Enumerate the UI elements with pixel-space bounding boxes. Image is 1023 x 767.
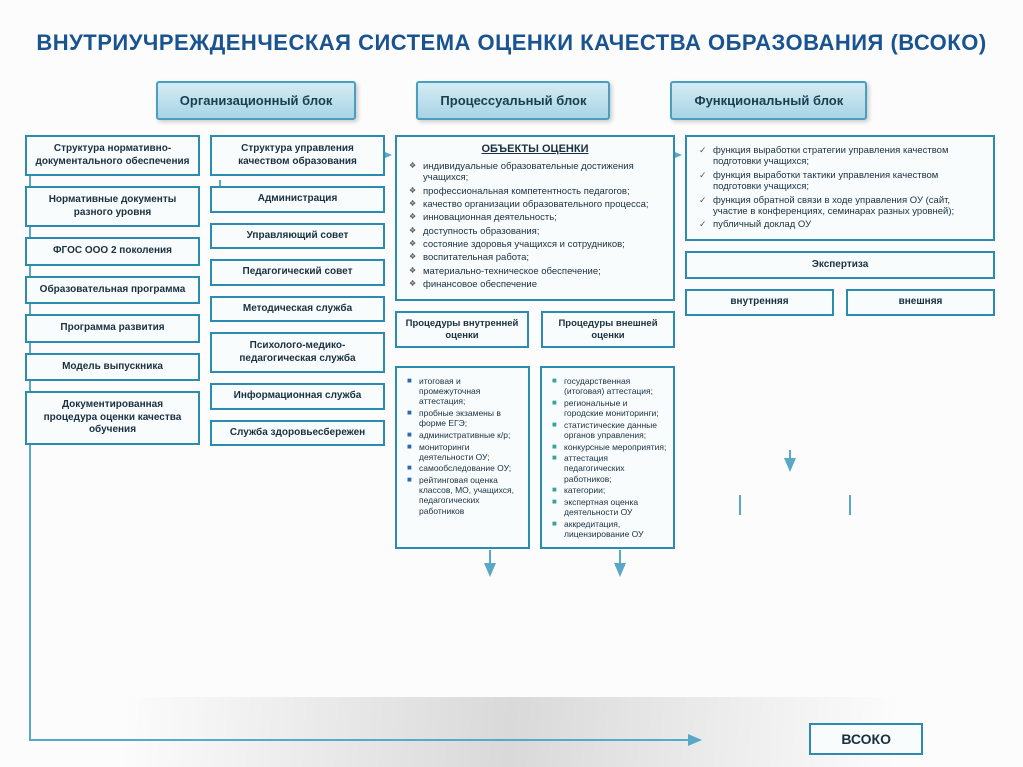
procedures-pair: Процедуры внутренней оценки Процедуры вн… <box>395 311 675 349</box>
external-item: аттестация педагогических работников; <box>552 453 667 484</box>
objects-list: индивидуальные образовательные достижени… <box>405 161 665 291</box>
vsoko-badge: ВСОКО <box>809 723 923 755</box>
function-item: функция обратной связи в ходе управления… <box>699 195 985 218</box>
object-item: инновационная деятельность; <box>409 212 665 223</box>
decorative-shadow <box>118 697 903 767</box>
function-item: функция выработки стратегии управления к… <box>699 145 985 168</box>
external-item: экспертная оценка деятельности ОУ <box>552 497 667 517</box>
box-methodical-service: Методическая служба <box>210 296 385 323</box>
box-governing-council: Управляющий совет <box>210 223 385 250</box>
main-blocks-row: Организационный блок Процессуальный блок… <box>0 81 1023 120</box>
box-external-list: государственная (итоговая) аттестация; р… <box>540 366 675 548</box>
column-2: Структура управления качеством образован… <box>210 135 385 549</box>
box-psych-med-service: Психолого-медико-педагогическая служба <box>210 332 385 373</box>
box-fgos: ФГОС ООО 2 поколения <box>25 237 200 266</box>
box-internal: внутренняя <box>685 289 834 316</box>
object-item: качество организации образовательного пр… <box>409 199 665 210</box>
column-4-5: функция выработки стратегии управления к… <box>685 135 995 549</box>
external-item: статистические данные органов управления… <box>552 420 667 440</box>
box-expertise: Экспертиза <box>685 251 995 280</box>
object-item: материально-техническое обеспечение; <box>409 266 665 277</box>
box-functions: функция выработки стратегии управления к… <box>685 135 995 241</box>
object-item: профессиональная компетентность педагого… <box>409 186 665 197</box>
function-item: публичный доклад ОУ <box>699 219 985 230</box>
box-external: внешняя <box>846 289 995 316</box>
external-item: государственная (итоговая) аттестация; <box>552 376 667 396</box>
box-pedagogical-council: Педагогический совет <box>210 259 385 286</box>
box-health-service: Служба здоровьесбережен <box>210 420 385 447</box>
box-structure-docs: Структура нормативно-документального обе… <box>25 135 200 176</box>
block-functional: Функциональный блок <box>670 81 867 120</box>
object-item: воспитательная работа; <box>409 252 665 263</box>
external-item: конкурсные мероприятия; <box>552 442 667 452</box>
box-graduate-model: Модель выпускника <box>25 353 200 382</box>
bottom-lists-pair: итоговая и промежуточная аттестация; про… <box>395 366 675 548</box>
internal-item: пробные экзамены в форме ЕГЭ; <box>407 408 522 428</box>
object-item: финансовое обеспечение <box>409 279 665 290</box>
page-title: ВНУТРИУЧРЕЖДЕНЧЕСКАЯ СИСТЕМА ОЦЕНКИ КАЧЕ… <box>0 0 1023 71</box>
box-internal-list: итоговая и промежуточная аттестация; про… <box>395 366 530 548</box>
box-mgmt-structure: Структура управления качеством образован… <box>210 135 385 176</box>
block-procedural: Процессуальный блок <box>416 81 610 120</box>
objects-header: ОБЪЕКТЫ ОЦЕНКИ <box>405 143 665 157</box>
box-documented-procedure: Документированная процедура оценки качес… <box>25 391 200 445</box>
box-external-procedures: Процедуры внешней оценки <box>541 311 675 349</box>
external-item: категории; <box>552 485 667 495</box>
expertise-pair: внутренняя внешняя <box>685 289 995 316</box>
object-item: индивидуальные образовательные достижени… <box>409 161 665 184</box>
box-administration: Администрация <box>210 186 385 213</box>
box-info-service: Информационная служба <box>210 383 385 410</box>
columns-container: Структура нормативно-документального обе… <box>0 120 1023 549</box>
box-internal-procedures: Процедуры внутренней оценки <box>395 311 529 349</box>
internal-item: административные к/р; <box>407 430 522 440</box>
function-item: функция выработки тактики управления кач… <box>699 170 985 193</box>
object-item: доступность образования; <box>409 226 665 237</box>
external-item: аккредитация, лицензирование ОУ <box>552 519 667 539</box>
box-edu-program: Образовательная программа <box>25 276 200 305</box>
column-1: Структура нормативно-документального обе… <box>25 135 200 549</box>
block-organizational: Организационный блок <box>156 81 357 120</box>
internal-item: рейтинговая оценка классов, МО, учащихся… <box>407 475 522 516</box>
column-3: ОБЪЕКТЫ ОЦЕНКИ индивидуальные образовате… <box>395 135 675 549</box>
internal-item: итоговая и промежуточная аттестация; <box>407 376 522 407</box>
box-normative-docs: Нормативные документы разного уровня <box>25 186 200 227</box>
box-assessment-objects: ОБЪЕКТЫ ОЦЕНКИ индивидуальные образовате… <box>395 135 675 301</box>
internal-item: мониторинги деятельности ОУ; <box>407 442 522 462</box>
external-item: региональные и городские мониторинги; <box>552 398 667 418</box>
object-item: состояние здоровья учащихся и сотруднико… <box>409 239 665 250</box>
box-dev-program: Программа развития <box>25 314 200 343</box>
internal-item: самообследование ОУ; <box>407 463 522 473</box>
